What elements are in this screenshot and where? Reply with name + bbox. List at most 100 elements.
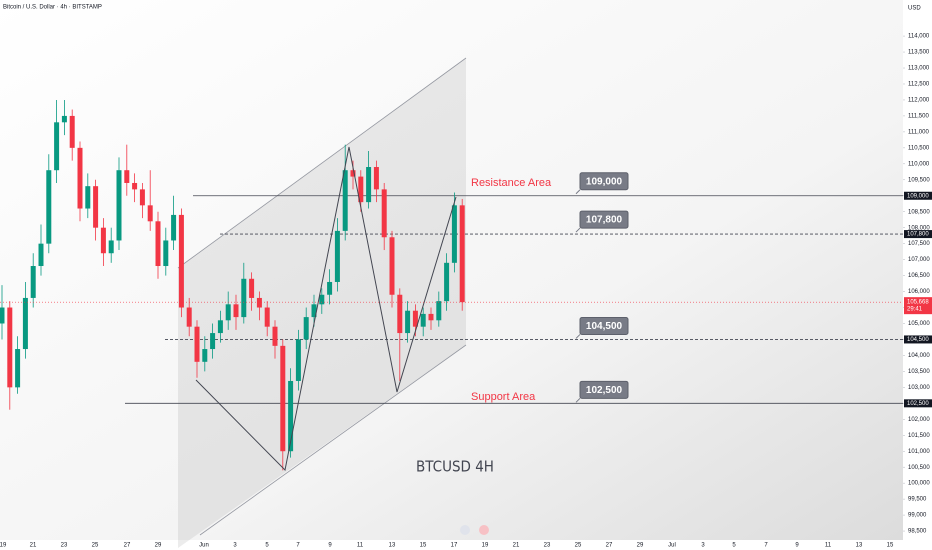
candle-body [30,266,36,298]
y-tick-label: 110,000 [908,161,930,167]
y-tick-label: 104,000 [908,353,930,359]
x-tick-label: 17 [451,543,458,549]
x-tick-label: 23 [544,543,551,549]
event-icon[interactable] [479,525,489,535]
level-callout-label: 102,500 [586,385,623,396]
x-tick-label: 3 [233,543,237,549]
candle-body [100,227,106,254]
level-callout [579,172,629,191]
candle-body [15,349,21,388]
candle-body [366,167,372,203]
last-price-tag [904,297,932,315]
x-tick-label: 21 [30,543,37,549]
candle-body [194,326,200,362]
candle-body [412,310,418,327]
candle-body [420,313,426,327]
y-tick-label: 114,000 [908,34,930,40]
axis-level-tag [904,399,932,408]
y-tick-label: 98,500 [908,529,927,535]
x-tick-label: 27 [124,543,131,549]
candle-body [93,186,99,228]
x-tick-label: 13 [389,543,396,549]
y-tick-label: 112,500 [908,82,930,88]
y-tick-label: 111,500 [908,113,929,119]
x-tick-label: 11 [825,543,832,549]
candle-body [85,186,91,209]
candle-body [7,307,13,388]
candle-body [108,240,114,254]
x-tick-label: 5 [732,543,736,549]
candle-body [241,278,247,318]
watermark: BTCUSD 4H [416,458,494,476]
x-tick-label: 5 [265,543,269,549]
candle-body [22,297,28,350]
y-tick-label: 111,000 [908,129,929,135]
candle-body [186,307,192,327]
candle-body [233,304,239,318]
level-callout [579,380,629,399]
x-tick-label: 29 [155,543,162,549]
x-tick-label: 21 [513,543,520,549]
candle-body [256,297,262,308]
candle-body [311,304,317,318]
callout-pointer [575,334,581,339]
candle-body [124,170,130,183]
axis-level-label: 107,800 [907,232,929,238]
countdown-label: 29:41 [907,307,923,313]
candle-body [358,176,364,203]
x-tick-label: 7 [764,543,768,549]
support-label: Support Area [471,391,536,403]
x-tick-label: 19 [0,543,7,549]
candle-body [249,278,255,298]
plot-background [0,0,903,540]
candle-body [381,189,387,238]
y-tick-label: 107,000 [908,257,930,263]
currency-label: USD [908,6,921,12]
x-tick-label: Jun [199,543,209,549]
x-tick-label: 7 [296,543,300,549]
y-tick-label: 107,500 [908,241,930,247]
x-tick-label: 23 [61,543,68,549]
candle-body [397,294,403,334]
candle-body [54,122,60,171]
x-tick-label: 3 [701,543,705,549]
chart-title: Bitcoin / U.S. Dollar · 4h · BITSTAMP [3,5,102,11]
y-tick-label: 101,000 [908,449,930,455]
candle-body [319,294,325,305]
y-tick-label: 113,000 [908,66,930,72]
y-tick-label: 103,500 [908,369,930,375]
candle-body [451,205,457,263]
candle-body [288,380,294,452]
y-tick-label: 109,500 [908,177,930,183]
candle-body [217,320,223,334]
y-tick-label: 108,500 [908,209,930,215]
x-tick-label: 15 [887,543,894,549]
candle-body [405,310,411,334]
callout-pointer [575,227,581,233]
y-tick-label: 110,500 [908,145,930,151]
candle-body [0,307,5,324]
resistance-label: Resistance Area [471,177,552,189]
y-tick-label: 100,500 [908,465,930,471]
level-callout-label: 104,500 [586,321,623,332]
candle-body [303,317,309,340]
candle-body [46,170,52,244]
candle-body [327,281,333,295]
y-tick-label: 112,000 [908,98,930,104]
axis-level-label: 102,500 [907,401,929,407]
candle-body [342,170,348,231]
candle-body [202,349,208,362]
candle-body [428,313,434,321]
candle-body [264,307,270,327]
level-callout [579,210,629,229]
callout-pointer [575,189,581,195]
channel-upper [177,57,467,269]
candle-body [459,205,465,303]
axis-level-tag [904,191,932,200]
x-tick-label: 9 [328,543,332,549]
event-icon[interactable] [460,525,470,535]
x-tick-label: 27 [606,543,613,549]
y-tick-label: 99,500 [908,497,927,503]
x-tick-label: 11 [357,543,364,549]
candle-body [350,170,356,177]
